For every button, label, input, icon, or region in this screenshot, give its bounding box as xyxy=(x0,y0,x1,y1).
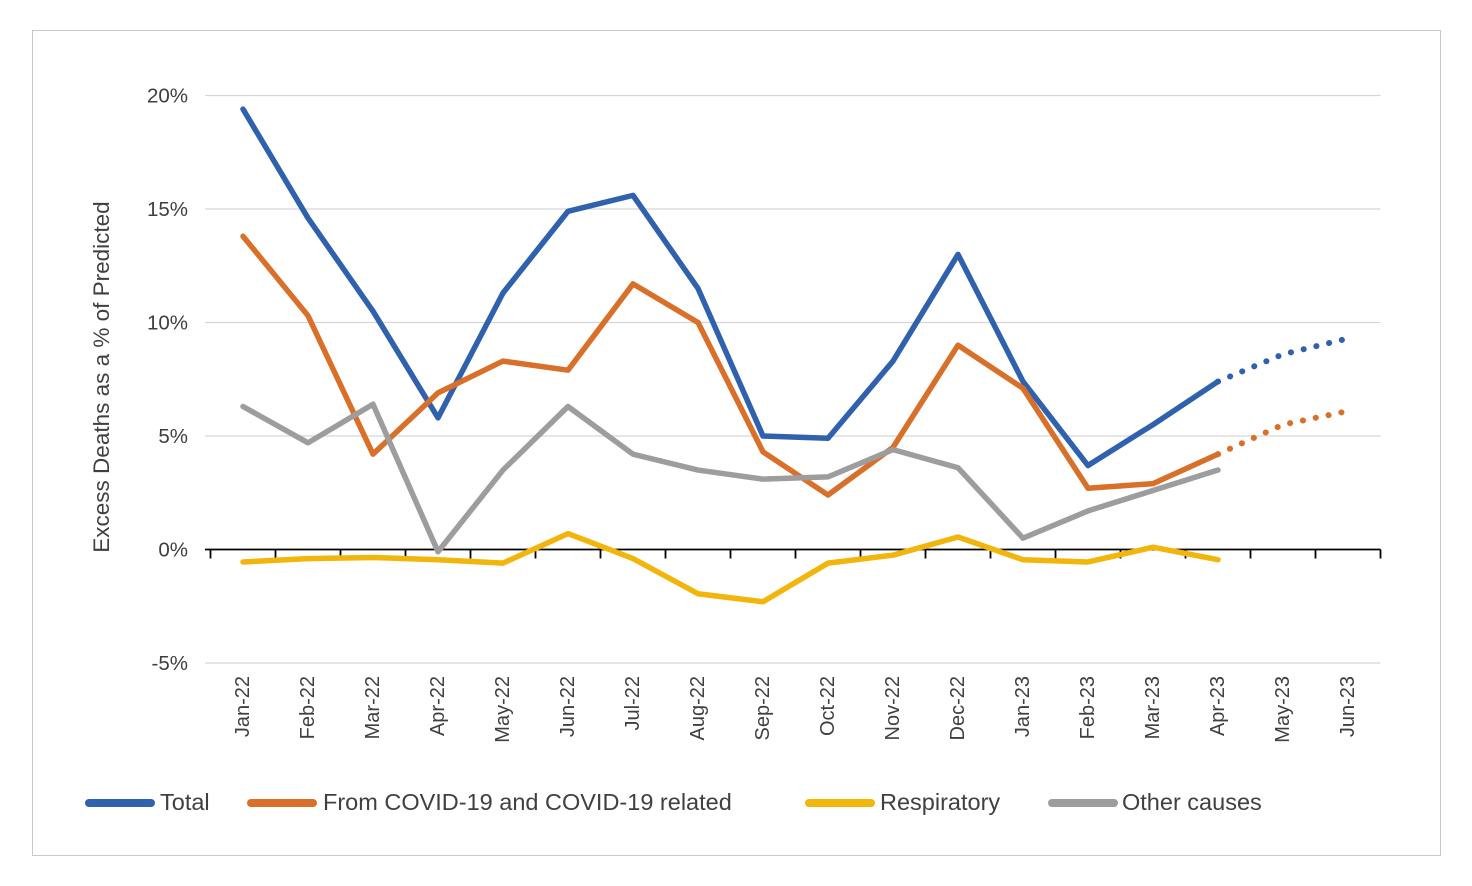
series-line-respiratory xyxy=(240,530,1221,605)
y-tick-label: -5% xyxy=(152,652,188,675)
series-line-from-covid-19-and-covid-19-related xyxy=(240,233,1221,498)
y-tick-label: 10% xyxy=(147,312,188,335)
chart-border xyxy=(32,30,1441,856)
x-tick-label: Jul-22 xyxy=(622,676,644,730)
series-dotted-forecast-from-covid-19-and-covid-19-related xyxy=(1215,408,1351,458)
x-tick-label: Sep-22 xyxy=(752,676,774,741)
y-tick-label: 5% xyxy=(158,425,188,448)
x-tick-label: Mar-22 xyxy=(362,676,384,739)
x-tick-label: Feb-23 xyxy=(1077,676,1099,739)
series-line-total xyxy=(240,106,1221,469)
x-tick-label: Jan-22 xyxy=(232,676,254,737)
x-tick-label: Dec-22 xyxy=(947,676,969,740)
x-tick-label: Feb-22 xyxy=(297,676,319,739)
y-tick-label: 20% xyxy=(147,85,188,108)
x-tick-label: Jun-23 xyxy=(1337,676,1359,737)
x-tick-label: Oct-22 xyxy=(817,676,839,736)
series-line-other-causes xyxy=(240,401,1221,555)
x-tick-label: Jun-22 xyxy=(557,676,579,737)
y-axis-title: Excess Deaths as a % of Predicted xyxy=(89,201,114,553)
y-tick-label: 15% xyxy=(147,198,188,221)
x-tick-label: Mar-23 xyxy=(1142,676,1164,739)
x-tick-label: May-22 xyxy=(492,676,514,743)
y-tick-label: 0% xyxy=(158,539,188,562)
x-tick-label: Nov-22 xyxy=(882,676,904,740)
x-tick-label: Apr-23 xyxy=(1207,676,1229,736)
x-tick-label: Apr-22 xyxy=(427,676,449,736)
x-tick-label: Aug-22 xyxy=(687,676,709,741)
series-dotted-forecast-total xyxy=(1215,335,1351,385)
x-tick-label: Jan-23 xyxy=(1012,676,1034,737)
x-tick-label: May-23 xyxy=(1272,676,1294,743)
